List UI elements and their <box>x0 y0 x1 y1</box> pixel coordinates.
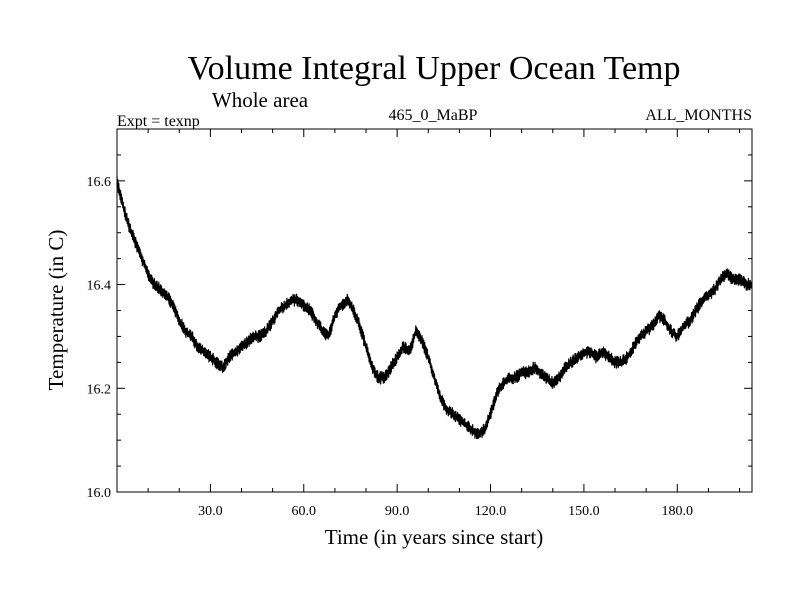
y-tick-label: 16.6 <box>87 175 112 190</box>
chart-subtitle: Whole area <box>212 88 309 112</box>
annotation-experiment: Expt = texnp <box>117 113 200 130</box>
y-tick-label: 16.2 <box>87 382 112 397</box>
x-tick-label: 90.0 <box>385 504 410 519</box>
y-tick-label: 16.0 <box>87 486 112 501</box>
x-tick-label: 30.0 <box>198 504 223 519</box>
axis-ticks <box>117 129 752 493</box>
annotation-months: ALL_MONTHS <box>645 107 752 124</box>
axis-tick-labels: 30.0 60.0 90.0 120.0 150.0 180.0 16.0 16.2 16.4 1… <box>87 175 694 519</box>
chart-title: Volume Integral Upper Ocean Temp <box>188 50 681 87</box>
y-axis-label: Temperature (in C) <box>44 230 68 391</box>
x-tick-label: 60.0 <box>292 504 317 519</box>
series-line-temperature <box>116 176 753 440</box>
plot-frame <box>116 128 753 493</box>
annotation-run-id: 465_0_MaBP <box>389 107 478 124</box>
x-tick-label: 120.0 <box>475 504 507 519</box>
y-tick-label: 16.4 <box>87 279 112 294</box>
x-axis-label: Time (in years since start) <box>325 525 544 549</box>
x-tick-label: 150.0 <box>568 504 600 519</box>
x-tick-label: 180.0 <box>662 504 694 519</box>
series-layer <box>116 176 753 440</box>
